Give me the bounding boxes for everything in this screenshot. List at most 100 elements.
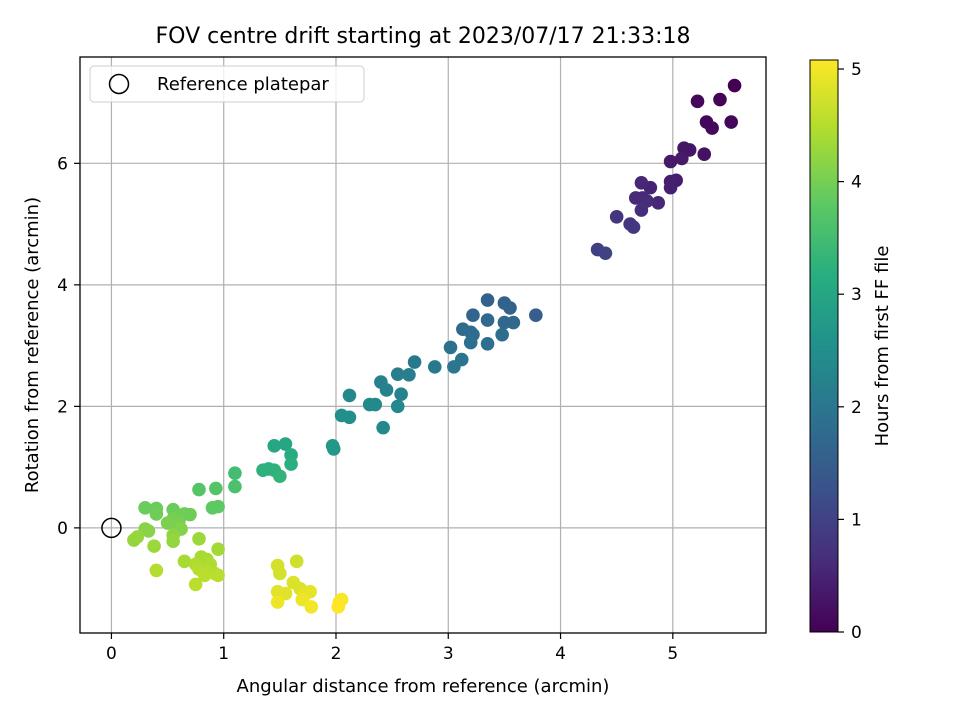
- legend-entry-reference: Reference platepar: [157, 74, 329, 95]
- y-axis-label: Rotation from reference (arcmin): [22, 197, 43, 493]
- scatter-point: [192, 482, 206, 497]
- scatter-point: [192, 532, 206, 546]
- scatter-point: [626, 220, 641, 234]
- scatter-point: [447, 360, 461, 374]
- y-tick-label: 4: [57, 276, 68, 296]
- x-axis-ticks: 0 1 2 3 4 5: [106, 633, 678, 664]
- colorbar-tick-label: 0: [851, 623, 862, 643]
- scatter-point: [177, 554, 192, 569]
- scatter-point: [390, 399, 405, 414]
- scatter-point: [634, 203, 649, 217]
- colorbar-tick-label: 3: [851, 285, 862, 305]
- scatter-point: [197, 568, 212, 583]
- scatter-point: [480, 313, 495, 327]
- scatter-point: [209, 481, 223, 496]
- scatter-point: [379, 383, 394, 397]
- x-tick-label: 0: [106, 644, 117, 664]
- scatter-point: [480, 336, 495, 351]
- scatter-point: [342, 410, 357, 425]
- colorbar-tick-label: 2: [851, 398, 862, 418]
- scatter-point: [331, 600, 346, 614]
- chart-title: FOV centre drift starting at 2023/07/17 …: [156, 24, 691, 49]
- scatter-point: [228, 466, 242, 481]
- scatter-point: [674, 151, 689, 166]
- scatter-point: [256, 463, 270, 477]
- scatter-point: [149, 507, 164, 521]
- reference-point-marker: [101, 517, 122, 539]
- scatter-point: [147, 539, 161, 553]
- scatter-point: [267, 439, 282, 453]
- scatter-point: [342, 388, 357, 403]
- x-tick-label: 5: [667, 644, 678, 664]
- scatter-point: [188, 577, 203, 592]
- scatter-point: [273, 469, 287, 484]
- scatter-point: [295, 592, 310, 607]
- colorbar-tick-label: 5: [851, 60, 862, 80]
- scatter-point: [705, 121, 719, 135]
- scatter-point: [402, 367, 416, 382]
- x-tick-label: 3: [443, 644, 454, 664]
- scatter-point: [183, 507, 197, 522]
- scatter-point: [289, 554, 304, 569]
- scatter-point: [427, 360, 442, 374]
- scatter-point: [270, 595, 285, 609]
- scatter-point: [304, 600, 319, 614]
- y-tick-label: 6: [57, 154, 68, 174]
- legend-marker-icon: [108, 73, 130, 95]
- y-axis-ticks: 0 2 4 6: [57, 154, 80, 539]
- scatter-point: [713, 92, 727, 107]
- scatter-point: [506, 315, 521, 330]
- scatter-point: [326, 442, 341, 456]
- scatter-point: [724, 115, 738, 129]
- scatter-point: [166, 534, 180, 549]
- colorbar-gradient: [809, 59, 839, 633]
- scatter-point: [495, 327, 509, 342]
- x-tick-label: 2: [331, 644, 342, 664]
- scatter-point: [663, 180, 678, 195]
- scatter-point: [663, 154, 678, 169]
- colorbar-label: Hours from first FF file: [872, 246, 893, 447]
- colorbar-tick-label: 4: [851, 173, 862, 193]
- scatter-point: [651, 196, 666, 210]
- scatter-point: [609, 209, 624, 224]
- colorbar: 0 1 2 3 4 5 Hours from first FF file: [809, 59, 893, 643]
- scatter-point: [390, 367, 405, 381]
- scatter-point: [211, 568, 225, 583]
- legend: Reference platepar: [89, 65, 365, 103]
- scatter-point: [273, 566, 287, 581]
- x-tick-label: 1: [218, 644, 229, 664]
- scatter-point: [278, 437, 293, 451]
- scatter-point: [463, 335, 478, 350]
- y-tick-label: 0: [57, 519, 68, 539]
- scatter-point: [598, 246, 613, 261]
- scatter-point: [407, 355, 422, 369]
- legend-box: [89, 65, 365, 103]
- plot-frame: [79, 56, 767, 634]
- data-points: [127, 78, 742, 614]
- scatter-point: [127, 533, 141, 547]
- scatter-point: [160, 516, 175, 530]
- scatter-point: [503, 301, 517, 315]
- scatter-point: [480, 293, 495, 307]
- scatter-point: [362, 397, 377, 412]
- scatter-point: [690, 94, 705, 109]
- scatter-point: [284, 457, 298, 471]
- scatter-point: [697, 147, 712, 162]
- scatter-point: [376, 420, 390, 435]
- scatter-point: [529, 308, 543, 323]
- colorbar-tick-label: 1: [851, 510, 862, 530]
- scatter-point: [443, 340, 458, 355]
- scatter-point: [228, 479, 242, 494]
- scatter-point: [466, 308, 480, 323]
- scatter-point: [211, 542, 225, 556]
- scatter-point: [149, 563, 164, 578]
- scatter-point: [211, 499, 225, 514]
- scatter-point: [394, 387, 408, 402]
- colorbar-ticks: 0 1 2 3 4 5: [838, 60, 862, 643]
- grid-lines: [80, 57, 766, 633]
- scatter-point: [138, 501, 152, 515]
- scatter-point: [634, 175, 649, 190]
- scatter-point: [727, 78, 742, 93]
- scatter-point: [141, 524, 156, 538]
